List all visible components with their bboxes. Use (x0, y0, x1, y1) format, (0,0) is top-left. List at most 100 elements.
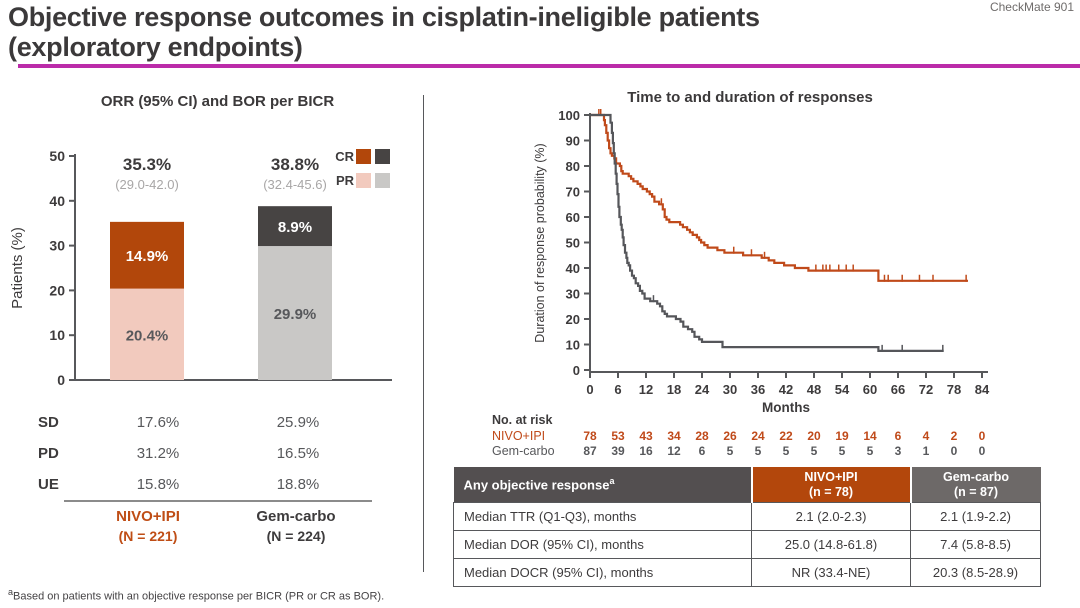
risk-value: 0 (979, 444, 986, 458)
km-y-tick-label: 70 (566, 185, 580, 200)
bar-chart-title: ORR (95% CI) and BOR per BICR (100, 93, 335, 110)
slide-title-line2: (exploratory endpoints) (8, 32, 303, 63)
summary-header-label: Any objective responsea (453, 467, 752, 503)
km-curve-nivo-ipi (590, 113, 968, 282)
risk-value: 6 (699, 444, 706, 458)
km-x-tick-label: 48 (807, 382, 821, 397)
legend-label: CR (335, 149, 354, 164)
km-x-tick-label: 66 (891, 382, 905, 397)
bor-table-rule (64, 500, 372, 502)
risk-value: 53 (611, 429, 625, 443)
summary-row: Median DOCR (95% CI), months NR (33.4-NE)… (453, 558, 1041, 587)
risk-value: 43 (639, 429, 653, 443)
summary-cell: NR (33.4-NE) (751, 558, 911, 587)
bar-y-tick-label: 10 (49, 327, 65, 343)
km-x-tick-label: 12 (639, 382, 653, 397)
bar-chart: 0 10 20 30 40 50 Patients (%) 20.4% 14.9% 35.3% (2… (9, 148, 392, 388)
risk-value: 0 (951, 444, 958, 458)
risk-row-name: Gem-carbo (492, 444, 555, 458)
km-chart-title: Time to and duration of responses (627, 89, 873, 106)
risk-value: 19 (835, 429, 849, 443)
summary-row-label: Median TTR (Q1-Q3), months (453, 502, 752, 531)
legend-label: PR (336, 173, 355, 188)
bar-segment-label: 14.9% (126, 248, 169, 265)
risk-value: 87 (583, 444, 597, 458)
bor-row-value: 25.9% (276, 414, 320, 431)
group-name: Gem-carbo (256, 508, 336, 525)
summary-cell: 7.4 (5.8-8.5) (910, 530, 1041, 559)
km-y-tick-label: 80 (566, 159, 580, 174)
risk-value: 14 (863, 429, 877, 443)
km-y-tick-label: 20 (566, 312, 580, 327)
km-x-tick-label: 54 (835, 382, 850, 397)
footnote-superscript: a (8, 587, 14, 597)
risk-value: 5 (755, 444, 762, 458)
legend-swatch (375, 149, 390, 164)
bar-y-tick-label: 40 (49, 193, 65, 209)
legend-swatch (356, 149, 371, 164)
risk-value: 39 (611, 444, 625, 458)
bor-row-label: UE (38, 476, 59, 493)
footnote-text: Based on patients with an objective resp… (13, 590, 385, 603)
km-x-tick-label: 30 (723, 382, 737, 397)
risk-value: 5 (839, 444, 846, 458)
km-x-tick-label: 6 (614, 382, 621, 397)
km-x-tick-label: 78 (947, 382, 961, 397)
summary-cell: 2.1 (2.0-2.3) (751, 502, 911, 531)
bar-segment-label: 8.9% (278, 219, 312, 236)
km-x-tick-label: 24 (695, 382, 710, 397)
bar-segment-cr (258, 206, 332, 247)
risk-value: 2 (951, 429, 958, 443)
summary-table-header: Any objective responsea NIVO+IPI (n = 78)… (453, 467, 1041, 503)
km-x-tick-label: 84 (975, 382, 990, 397)
bar-y-tick-label: 20 (49, 282, 65, 298)
km-y-tick-label: 10 (566, 338, 580, 353)
km-x-tick-label: 36 (751, 382, 765, 397)
bar-y-tick-label: 30 (49, 238, 65, 254)
risk-value: 3 (895, 444, 902, 458)
bor-row-label: SD (38, 414, 59, 431)
bar-y-tick-label: 50 (49, 148, 65, 164)
bar-segment-label: 29.9% (274, 306, 317, 323)
bar-total-ci: (32.4-45.6) (263, 177, 327, 192)
summary-table: Any objective responsea NIVO+IPI (n = 78)… (453, 467, 1041, 587)
km-y-tick-label: 30 (566, 287, 580, 302)
bar-total-label: 35.3% (123, 155, 171, 174)
km-x-tick-label: 72 (919, 382, 933, 397)
bar-total-ci: (29.0-42.0) (115, 177, 179, 192)
risk-value: 34 (667, 429, 681, 443)
summary-row-label: Median DOCR (95% CI), months (453, 558, 752, 587)
km-x-tick-label: 18 (667, 382, 681, 397)
bar-segment-label: 20.4% (126, 327, 169, 344)
group-n: (N = 221) (118, 528, 178, 544)
risk-value: 12 (667, 444, 681, 458)
legend-swatch (356, 173, 371, 188)
risk-value: 16 (639, 444, 653, 458)
study-badge: CheckMate 901 (989, 0, 1074, 14)
km-y-tick-label: 0 (573, 363, 580, 378)
risk-value: 5 (867, 444, 874, 458)
group-label-gem: Gem-carbo (N = 224) (216, 506, 376, 547)
summary-header-superscript: a (609, 475, 615, 486)
summary-row: Median TTR (Q1-Q3), months 2.1 (2.0-2.3) 2… (453, 502, 1041, 531)
bor-row: SD 17.6% 25.9% (0, 407, 423, 438)
summary-header-gem: Gem-carbo (n = 87) (909, 467, 1041, 503)
bor-row: UE 15.8% 18.8% (0, 469, 423, 500)
bar-y-axis-label: Patients (%) (9, 227, 26, 309)
risk-value: 4 (923, 429, 930, 443)
km-y-tick-label: 50 (566, 236, 580, 251)
legend-swatch (375, 173, 390, 188)
bar-segment-pr (110, 288, 184, 380)
km-x-axis-label: Months (762, 400, 810, 415)
bor-row: PD 31.2% 16.5% (0, 438, 423, 469)
km-x-tick-label: 42 (779, 382, 793, 397)
bar-total-label: 38.8% (271, 155, 319, 174)
group-name: NIVO+IPI (116, 508, 180, 525)
risk-value: 0 (979, 429, 986, 443)
risk-value: 26 (723, 429, 737, 443)
km-curve-gem-carbo (590, 113, 944, 352)
bar-y-tick-label: 0 (57, 372, 65, 388)
panel-divider (423, 95, 424, 572)
